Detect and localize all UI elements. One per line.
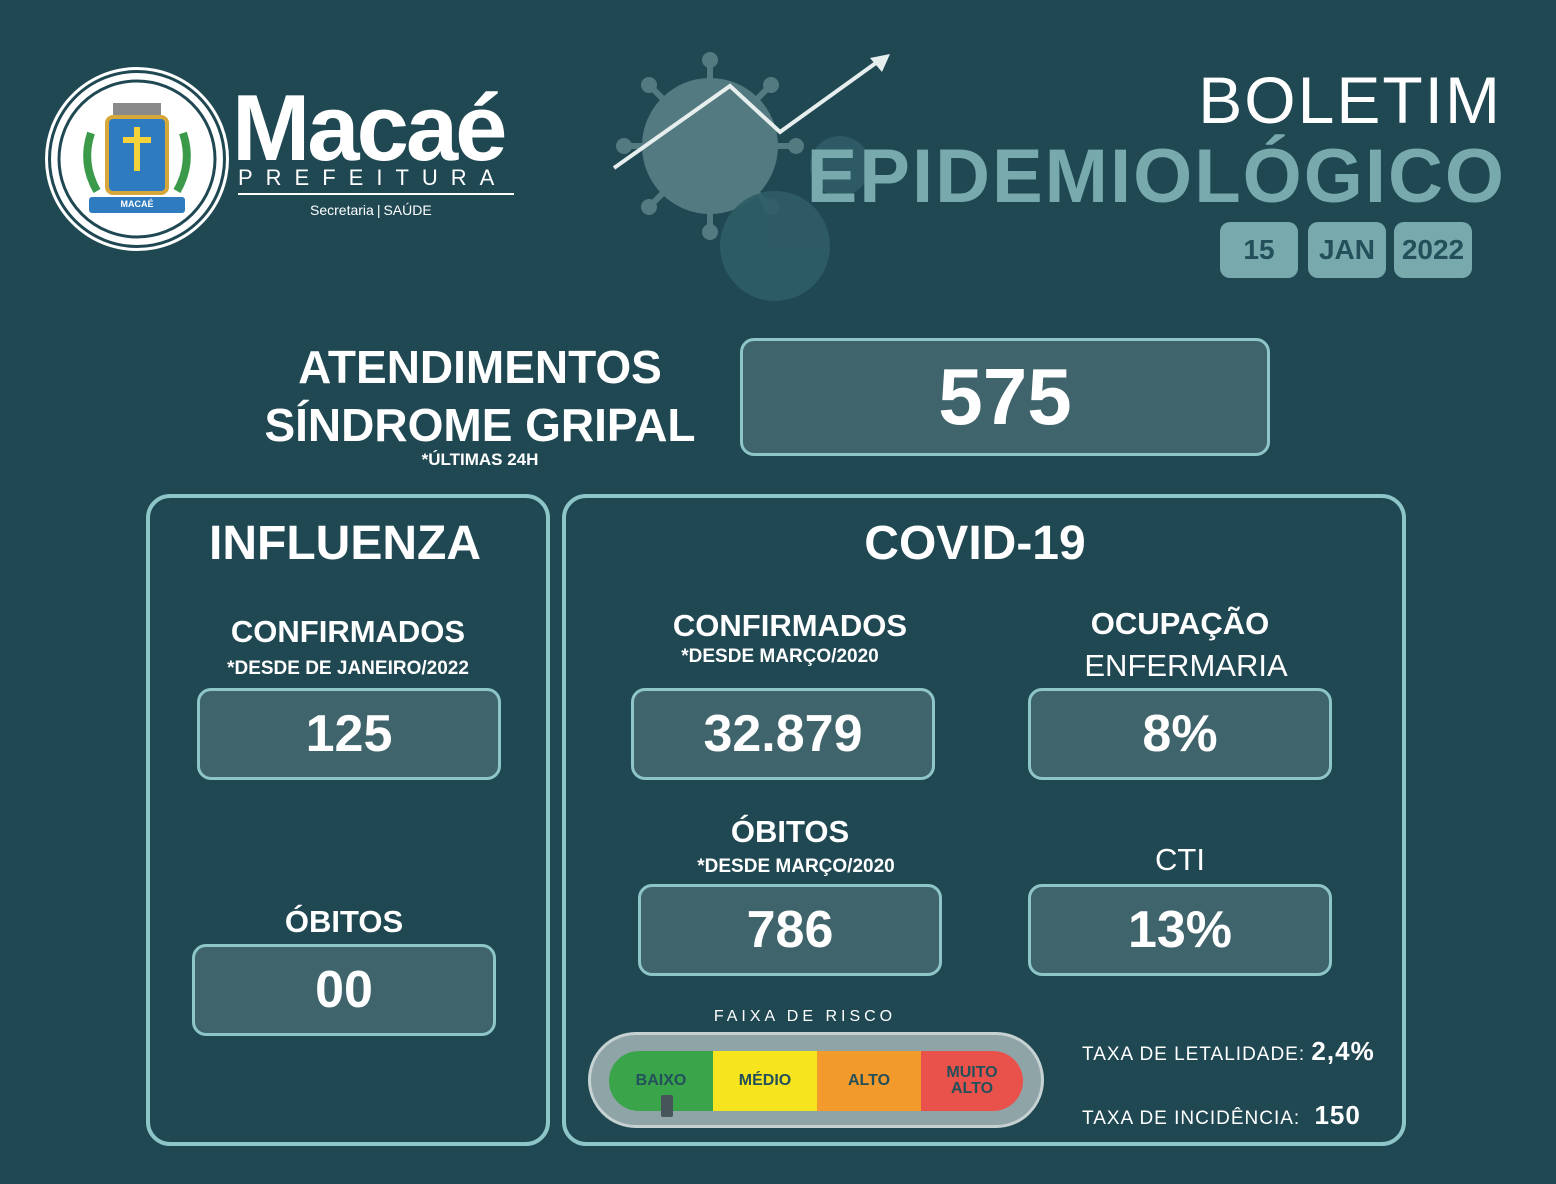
prefeitura-label: PREFEITURA bbox=[238, 165, 508, 190]
covid-confirmados-label: CONFIRMADOS bbox=[672, 608, 908, 643]
risk-gauge: BAIXO MÉDIO ALTO MUITO ALTO bbox=[588, 1032, 1044, 1128]
letalidade-label: TAXA DE LETALIDADE: bbox=[1082, 1044, 1306, 1065]
department-separator: | bbox=[376, 202, 381, 218]
department-label: Secretaria | SAÚDE bbox=[310, 202, 432, 218]
atendimentos-title-line1: ATENDIMENTOS bbox=[298, 341, 662, 393]
covid-cti-box: 13% bbox=[1028, 884, 1332, 976]
covid-ocupacao-label: OCUPAÇÃO bbox=[1090, 606, 1270, 641]
covid-panel bbox=[562, 494, 1406, 1146]
risk-level-medium-label: MÉDIO bbox=[738, 1072, 792, 1089]
risk-level-low-label: BAIXO bbox=[635, 1072, 687, 1089]
risk-level-high-label: ALTO bbox=[847, 1072, 891, 1089]
risk-level-medium: MÉDIO bbox=[713, 1051, 817, 1111]
covid-obitos-value: 786 bbox=[746, 901, 834, 959]
department-right: SAÚDE bbox=[383, 202, 432, 218]
letalidade-value: 2,4% bbox=[1311, 1036, 1375, 1066]
covid-confirmados-value: 32.879 bbox=[703, 705, 863, 763]
influenza-obitos-box: 00 bbox=[192, 944, 496, 1036]
covid-enfermaria-box: 8% bbox=[1028, 688, 1332, 780]
virus-small-icon bbox=[720, 136, 870, 301]
covid-enfermaria-value: 8% bbox=[1142, 705, 1218, 763]
incidencia-row: TAXA DE INCIDÊNCIA: 150 bbox=[1082, 1100, 1361, 1131]
date-month: JAN bbox=[1308, 222, 1386, 278]
covid-cti-value: 13% bbox=[1127, 901, 1233, 959]
influenza-obitos-label: ÓBITOS bbox=[284, 904, 404, 939]
covid-confirmados-note: *DESDE MARÇO/2020 bbox=[681, 646, 879, 667]
incidencia-value: 150 bbox=[1314, 1100, 1361, 1130]
risk-bar: BAIXO MÉDIO ALTO MUITO ALTO bbox=[609, 1051, 1023, 1111]
atendimentos-note: *ÚLTIMAS 24H bbox=[421, 450, 539, 469]
influenza-confirmados-box: 125 bbox=[197, 688, 501, 780]
incidencia-label: TAXA DE INCIDÊNCIA: bbox=[1082, 1108, 1301, 1129]
influenza-title: INFLUENZA bbox=[209, 517, 481, 570]
covid-obitos-note: *DESDE MARÇO/2020 bbox=[697, 856, 895, 877]
date-year: 2022 bbox=[1394, 222, 1472, 278]
virus-large-icon bbox=[616, 52, 804, 240]
title-boletim: BOLETIM bbox=[1198, 63, 1502, 137]
risk-title: FAIXA DE RISCO bbox=[713, 1008, 897, 1025]
atendimentos-value-box: 575 bbox=[740, 338, 1270, 456]
coat-of-arms-icon bbox=[57, 79, 217, 239]
seal-text: MACAÉ bbox=[120, 199, 154, 209]
influenza-confirmados-note: *DESDE DE JANEIRO/2022 bbox=[227, 658, 469, 679]
covid-enfermaria-label: ENFERMARIA bbox=[1084, 648, 1288, 683]
city-name: Macaé bbox=[232, 75, 507, 180]
title-epidemiologico: EPIDEMIOLÓGICO bbox=[806, 134, 1506, 219]
covid-cti-label: CTI bbox=[1155, 842, 1205, 877]
covid-confirmados-box: 32.879 bbox=[631, 688, 935, 780]
influenza-confirmados-label: CONFIRMADOS bbox=[230, 614, 466, 649]
covid-obitos-label: ÓBITOS bbox=[730, 814, 850, 849]
covid-title: COVID-19 bbox=[864, 517, 1086, 570]
risk-level-very-high: MUITO ALTO bbox=[921, 1051, 1023, 1111]
atendimentos-title-line2: SÍNDROME GRIPAL bbox=[264, 399, 696, 451]
letalidade-row: TAXA DE LETALIDADE: 2,4% bbox=[1082, 1036, 1375, 1067]
influenza-obitos-value: 00 bbox=[315, 961, 373, 1019]
atendimentos-value: 575 bbox=[938, 352, 1072, 441]
risk-pointer-icon bbox=[661, 1095, 673, 1117]
covid-obitos-box: 786 bbox=[638, 884, 942, 976]
influenza-panel bbox=[146, 494, 550, 1146]
risk-level-very-high-label: MUITO ALTO bbox=[946, 1064, 998, 1097]
department-left: Secretaria bbox=[310, 202, 374, 218]
logo-divider bbox=[238, 193, 514, 195]
date-day: 15 bbox=[1220, 222, 1298, 278]
city-seal: MACAÉ bbox=[48, 70, 226, 248]
risk-level-high: ALTO bbox=[817, 1051, 921, 1111]
influenza-confirmados-value: 125 bbox=[305, 705, 393, 763]
virus-trend-illustration bbox=[612, 52, 890, 301]
